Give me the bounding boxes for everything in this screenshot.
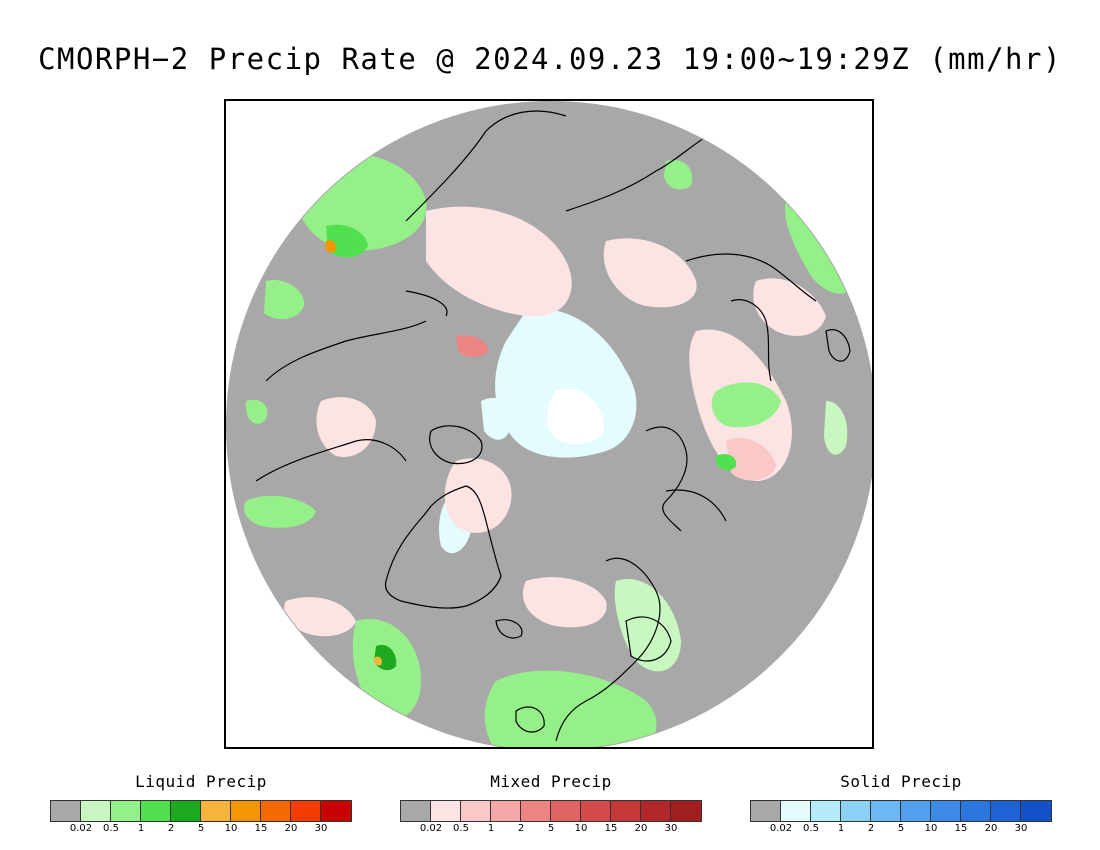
legend-liquid-swatch bbox=[111, 801, 141, 821]
legend-liquid-swatch bbox=[231, 801, 261, 821]
legend-mixed-tick-label: 0.02 bbox=[419, 823, 443, 834]
legend-mixed-tick-label: 20 bbox=[634, 823, 648, 834]
legend-liquid-swatch bbox=[81, 801, 111, 821]
legend-mixed-swatch bbox=[401, 801, 431, 821]
legend-liquid-swatch bbox=[51, 801, 81, 821]
legend-solid-swatch bbox=[991, 801, 1021, 821]
legend-liquid-precip: Liquid Precip 0.02 0.5 1 2 5 10 15 20 30 bbox=[50, 772, 352, 837]
legend-mixed-ticks: 0.02 0.5 1 2 5 10 15 20 30 bbox=[400, 823, 702, 837]
legend-liquid-tick-label: 5 bbox=[197, 823, 205, 834]
legend-solid-tick-label: 0.02 bbox=[769, 823, 793, 834]
legend-solid-colorbar bbox=[750, 800, 1052, 822]
legend-solid-tick-label: 10 bbox=[924, 823, 938, 834]
legend-liquid-swatch bbox=[141, 801, 171, 821]
liquid-precip-areas bbox=[244, 153, 856, 747]
legend-mixed-tick-label: 1 bbox=[487, 823, 495, 834]
legend-solid-swatch bbox=[931, 801, 961, 821]
legend-solid-tick-label: 30 bbox=[1014, 823, 1028, 834]
legend-solid-swatch bbox=[961, 801, 991, 821]
legend-liquid-swatch bbox=[321, 801, 351, 821]
legend-solid-tick-label: 15 bbox=[954, 823, 968, 834]
legend-mixed-tick-label: 15 bbox=[604, 823, 618, 834]
legend-mixed-swatch bbox=[671, 801, 701, 821]
legend-mixed-tick-label: 2 bbox=[517, 823, 525, 834]
legend-solid-swatch bbox=[1021, 801, 1051, 821]
legend-solid-swatch bbox=[811, 801, 841, 821]
legend-mixed-swatch bbox=[461, 801, 491, 821]
legend-solid-swatch bbox=[901, 801, 931, 821]
legend-liquid-tick-label: 10 bbox=[224, 823, 238, 834]
legend-solid-tick-label: 1 bbox=[837, 823, 845, 834]
legend-solid-tick-label: 0.5 bbox=[803, 823, 819, 834]
legend-liquid-swatch bbox=[201, 801, 231, 821]
map-title: CMORPH−2 Precip Rate @ 2024.09.23 19:00~… bbox=[38, 42, 1062, 76]
legend-mixed-tick-label: 10 bbox=[574, 823, 588, 834]
legend-mixed-swatch bbox=[491, 801, 521, 821]
legend-mixed-title: Mixed Precip bbox=[490, 772, 612, 791]
legend-mixed-colorbar bbox=[400, 800, 702, 822]
legend-mixed-swatch bbox=[641, 801, 671, 821]
legend-liquid-swatch bbox=[261, 801, 291, 821]
polar-map bbox=[224, 99, 874, 749]
legend-liquid-title: Liquid Precip bbox=[135, 772, 267, 791]
legend-solid-tick-label: 20 bbox=[984, 823, 998, 834]
legend-liquid-swatch bbox=[291, 801, 321, 821]
legend-liquid-tick-label: 0.02 bbox=[69, 823, 93, 834]
legend-solid-title: Solid Precip bbox=[840, 772, 962, 791]
coastlines bbox=[255, 110, 851, 742]
legend-mixed-tick-label: 0.5 bbox=[453, 823, 469, 834]
legend-solid-ticks: 0.02 0.5 1 2 5 10 15 20 30 bbox=[750, 823, 1052, 837]
legend-mixed-tick-label: 30 bbox=[664, 823, 678, 834]
legend-solid-swatch bbox=[751, 801, 781, 821]
legend-mixed-tick-label: 5 bbox=[547, 823, 555, 834]
legend-liquid-swatch bbox=[171, 801, 201, 821]
legend-solid-swatch bbox=[841, 801, 871, 821]
legend-mixed-swatch bbox=[581, 801, 611, 821]
legend-liquid-tick-label: 15 bbox=[254, 823, 268, 834]
legend-liquid-tick-label: 1 bbox=[137, 823, 145, 834]
legend-mixed-precip: Mixed Precip 0.02 0.5 1 2 5 10 15 20 30 bbox=[400, 772, 702, 837]
legend-solid-tick-label: 5 bbox=[897, 823, 905, 834]
polar-precip-svg bbox=[226, 101, 872, 747]
mixed-precip-areas bbox=[284, 206, 826, 637]
legend-solid-swatch bbox=[871, 801, 901, 821]
legend-liquid-colorbar bbox=[50, 800, 352, 822]
legend-liquid-tick-label: 2 bbox=[167, 823, 175, 834]
legend-solid-precip: Solid Precip 0.02 0.5 1 2 5 10 15 20 30 bbox=[750, 772, 1052, 837]
legend-liquid-ticks: 0.02 0.5 1 2 5 10 15 20 30 bbox=[50, 823, 352, 837]
legend-solid-swatch bbox=[781, 801, 811, 821]
legend-mixed-swatch bbox=[611, 801, 641, 821]
legend-liquid-tick-label: 20 bbox=[284, 823, 298, 834]
legend-solid-tick-label: 2 bbox=[867, 823, 875, 834]
legend-liquid-tick-label: 0.5 bbox=[103, 823, 119, 834]
legend-mixed-swatch bbox=[521, 801, 551, 821]
legend-mixed-swatch bbox=[551, 801, 581, 821]
legend-liquid-tick-label: 30 bbox=[314, 823, 328, 834]
legend-mixed-swatch bbox=[431, 801, 461, 821]
